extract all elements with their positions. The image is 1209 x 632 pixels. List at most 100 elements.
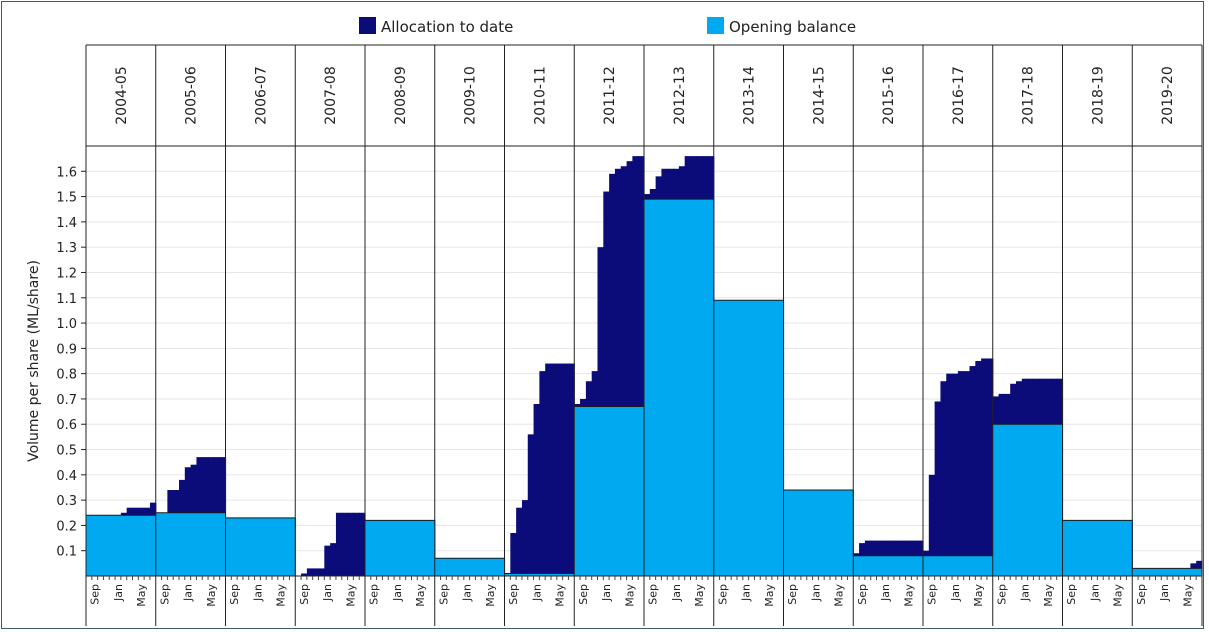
allocation-bar <box>928 474 936 576</box>
month-label: May <box>205 584 218 607</box>
season-label: 2011-12 <box>602 66 618 125</box>
allocation-bar <box>306 568 314 576</box>
opening-balance-bar <box>923 555 993 576</box>
month-label: Sep <box>786 584 799 605</box>
y-tick-label: 0.6 <box>56 418 77 433</box>
month-label: May <box>344 584 357 607</box>
allocation-bar <box>347 512 354 576</box>
allocation-bar <box>975 361 982 576</box>
month-label: May <box>1042 584 1055 607</box>
season-label: 2014-15 <box>811 66 827 125</box>
y-tick-label: 0.1 <box>56 545 77 560</box>
y-tick-label: 0.7 <box>56 393 77 408</box>
legend-swatch-allocation <box>359 17 376 34</box>
season-label: 2007-08 <box>323 66 339 125</box>
opening-balance-bar <box>644 199 714 576</box>
allocation-bar <box>324 545 331 576</box>
allocation-bar <box>533 404 540 576</box>
allocation-bar <box>562 363 570 576</box>
allocation-bar <box>353 512 360 576</box>
season-label: 2013-14 <box>742 66 758 125</box>
season-label: 2005-06 <box>184 66 200 125</box>
month-label: Jan <box>1088 584 1101 602</box>
month-label: Jan <box>530 584 543 602</box>
month-label: Jan <box>321 584 334 602</box>
season-label: 2008-09 <box>393 66 409 125</box>
month-label: Jan <box>1019 584 1032 602</box>
season-label: 2018-19 <box>1090 66 1106 125</box>
month-label: Sep <box>368 584 381 605</box>
month-label: Jan <box>879 584 892 602</box>
allocation-bar <box>527 434 535 576</box>
allocation-bar <box>312 568 320 576</box>
allocation-bar <box>318 568 325 576</box>
y-tick-label: 0.9 <box>56 342 77 357</box>
month-label: Jan <box>1158 584 1171 602</box>
month-label: Sep <box>856 584 869 605</box>
season-label: 2015-16 <box>881 66 897 125</box>
allocation-bar <box>963 371 971 576</box>
allocation-bar <box>545 363 552 576</box>
allocation-bar <box>330 543 337 576</box>
y-tick-label: 1.1 <box>56 292 77 307</box>
y-tick-label: 0.5 <box>56 444 77 459</box>
y-tick-label: 0.2 <box>56 519 77 534</box>
month-label: May <box>902 584 915 607</box>
month-label: May <box>972 584 985 607</box>
y-tick-label: 1.6 <box>56 165 77 180</box>
month-label: Jan <box>461 584 474 602</box>
allocation-bar <box>335 512 343 576</box>
season-dividers <box>85 45 1203 626</box>
month-label: Sep <box>647 584 660 605</box>
month-label: May <box>833 584 846 607</box>
month-label: Sep <box>926 584 939 605</box>
season-label: 2004-05 <box>114 66 130 125</box>
season-label: 2016-17 <box>951 66 967 125</box>
allocation-bar <box>516 507 523 576</box>
month-label: Sep <box>437 584 450 605</box>
month-label: May <box>693 584 706 607</box>
allocation-bar <box>341 512 349 576</box>
season-label: 2009-10 <box>463 66 479 125</box>
month-label: Jan <box>670 584 683 602</box>
y-tick-label: 0.8 <box>56 368 77 383</box>
allocation-bar <box>946 373 953 576</box>
allocation-bar <box>969 366 976 576</box>
month-label: Sep <box>507 584 520 605</box>
allocation-bar <box>603 191 610 576</box>
month-label: Sep <box>228 584 241 605</box>
opening-balance-bar <box>225 517 296 576</box>
season-labels: 2004-05 2005-06 2006-07 2007-08 2008-09 2009-… <box>114 66 1176 125</box>
month-tick-labels: Sep Jan May Sep Jan May Sep Jan May Sep Jan May Sep J… <box>89 576 1197 607</box>
allocation-bar <box>568 363 575 576</box>
y-tick-labels: 0.1 0.2 0.3 0.4 0.5 0.6 0.7 0.8 0.9 1.0 1.1 1.2 1.3 1… <box>56 165 86 560</box>
allocation-bar <box>609 173 616 576</box>
opening-balance-bar <box>86 515 156 576</box>
month-label: Jan <box>182 584 195 602</box>
bars <box>86 156 1203 577</box>
month-label: Sep <box>158 584 171 605</box>
opening-balance-bar <box>1062 520 1133 576</box>
allocation-bar <box>551 363 558 576</box>
opening-balance-bar <box>434 558 505 576</box>
month-label: Sep <box>1065 584 1078 605</box>
y-axis-label: Volume per share (ML/share) <box>26 260 42 462</box>
month-label: Sep <box>716 584 729 605</box>
opening-balance-bar <box>155 512 226 576</box>
allocation-bar <box>626 161 633 577</box>
allocation-bar <box>940 381 947 576</box>
month-label: Sep <box>995 584 1008 605</box>
month-label: May <box>1181 584 1194 607</box>
month-label: May <box>414 584 427 607</box>
y-tick-label: 1.0 <box>56 317 77 332</box>
month-label: Jan <box>949 584 962 602</box>
allocation-bar <box>539 371 546 576</box>
opening-balance-bar <box>1132 568 1202 576</box>
allocation-bar <box>620 166 628 576</box>
y-tick-label: 0.4 <box>56 469 77 484</box>
y-tick-label: 1.4 <box>56 216 77 231</box>
allocation-bar <box>632 156 639 576</box>
month-label: May <box>554 584 567 607</box>
legend-label-opening: Opening balance <box>729 18 856 36</box>
